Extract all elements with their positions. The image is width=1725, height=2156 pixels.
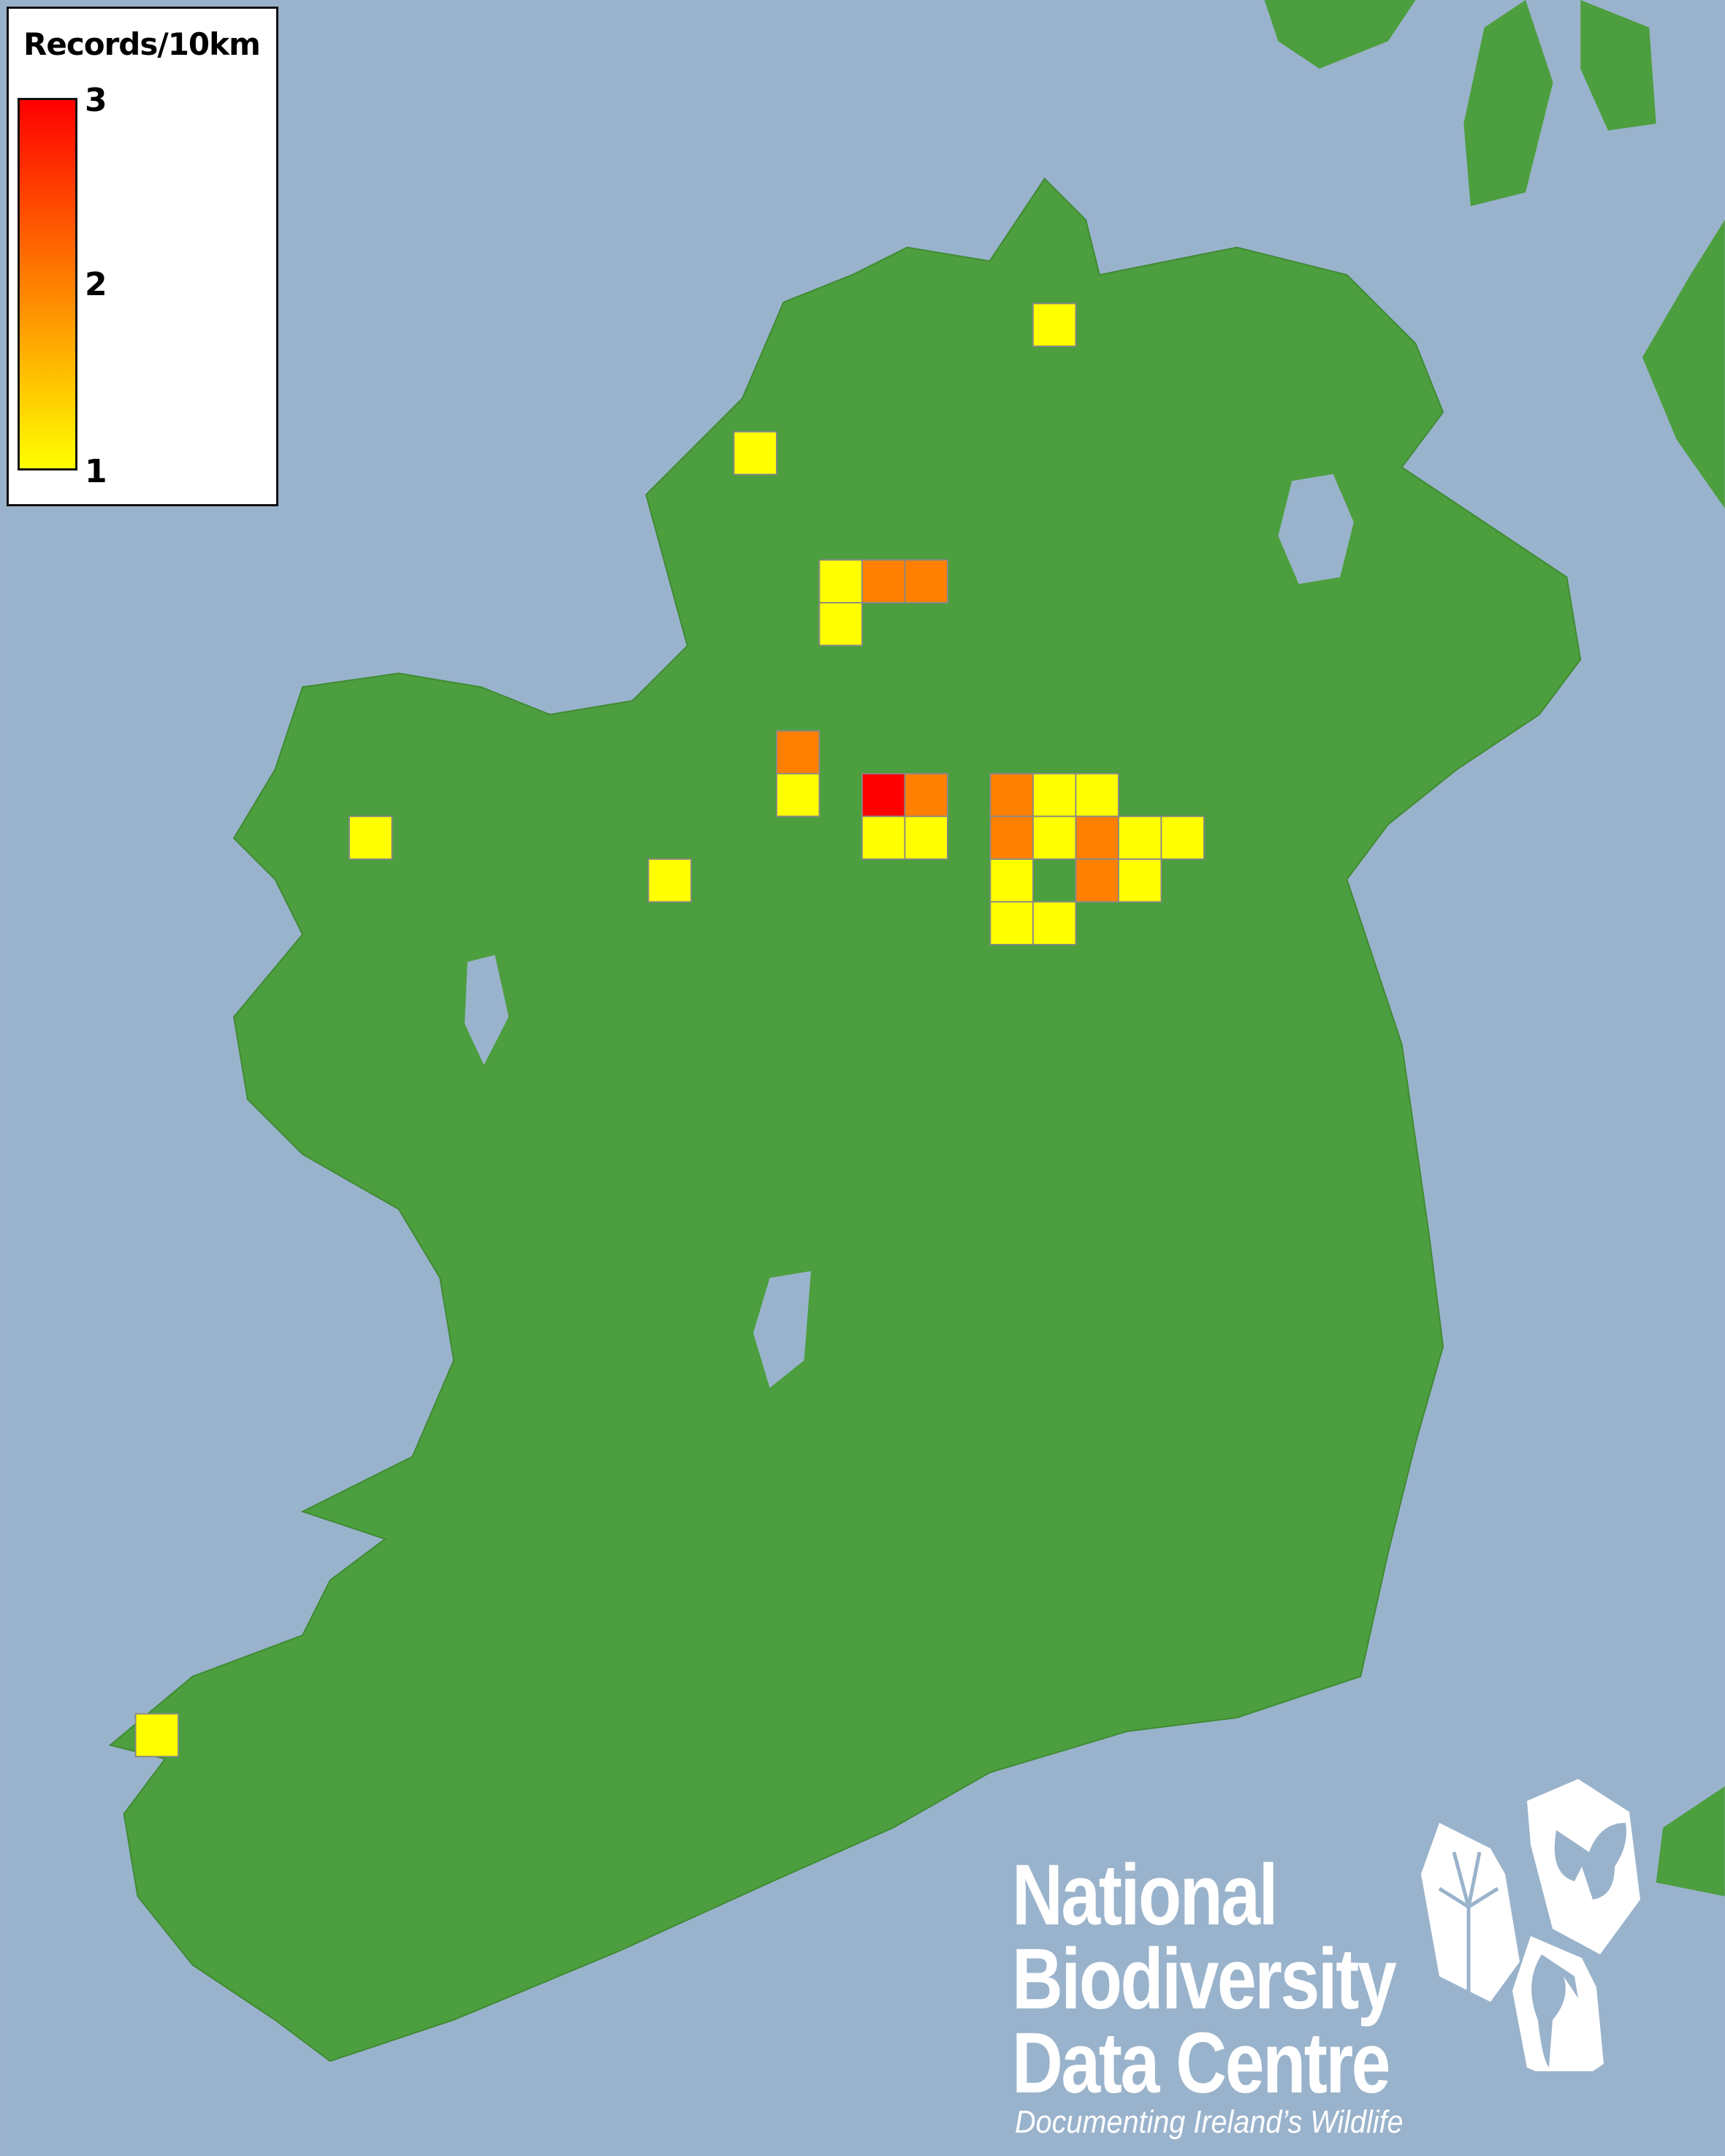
legend-tick-max: 3 xyxy=(85,82,107,119)
record-square xyxy=(1032,302,1077,347)
record-square xyxy=(904,772,948,818)
logo-line-2: Biodiversity xyxy=(1012,1931,1397,2027)
seahorse-icon xyxy=(1512,1936,1604,2071)
record-square xyxy=(989,901,1034,945)
tree-icon xyxy=(1421,1823,1520,2002)
record-square xyxy=(134,1713,179,1758)
record-square xyxy=(1032,772,1077,818)
records-layer xyxy=(134,302,1205,1758)
logo-line-3: Data Centre xyxy=(1012,2015,1390,2111)
lough-corrib xyxy=(465,955,509,1065)
record-square xyxy=(861,772,906,818)
scotland-island xyxy=(1580,0,1656,131)
scotland-coast xyxy=(1642,219,1725,508)
record-square xyxy=(1160,815,1205,860)
scotland-landmass xyxy=(1264,0,1416,69)
butterfly-icon xyxy=(1527,1779,1640,1954)
record-square xyxy=(776,772,820,818)
legend-tick-min: 1 xyxy=(85,453,107,490)
record-square xyxy=(989,815,1034,860)
isle-of-man xyxy=(1656,1786,1725,1897)
record-square xyxy=(861,815,906,860)
legend: Records/10km 3 2 1 xyxy=(7,7,278,506)
record-square xyxy=(1032,901,1077,945)
lough-derg xyxy=(753,1271,811,1388)
record-square xyxy=(776,730,820,774)
logo-hexagons xyxy=(1421,1779,1640,2071)
record-square xyxy=(818,559,863,603)
record-square xyxy=(861,559,906,603)
legend-title: Records/10km xyxy=(23,26,261,62)
record-square xyxy=(904,559,948,603)
lough-neagh xyxy=(1278,473,1354,584)
legend-color-bar xyxy=(18,98,77,471)
record-square xyxy=(1075,815,1119,860)
record-square xyxy=(1032,815,1077,860)
logo-line-1: National xyxy=(1012,1847,1278,1943)
nbdc-logo: National Biodiversity Data Centre Docume… xyxy=(1012,1764,1669,2144)
record-square xyxy=(1117,858,1162,903)
logo-tagline: Documenting Ireland’s Wildlife xyxy=(1015,2104,1404,2140)
legend-tick-mid: 2 xyxy=(85,266,107,303)
scotland-island xyxy=(1463,0,1553,207)
record-square xyxy=(349,815,393,860)
record-square xyxy=(647,858,692,903)
record-square xyxy=(989,772,1034,818)
ireland-landmass xyxy=(108,178,1582,2062)
record-square xyxy=(1075,858,1119,903)
record-square xyxy=(904,815,948,860)
record-square xyxy=(1117,815,1162,860)
record-square xyxy=(733,431,777,476)
record-square xyxy=(1075,772,1119,818)
record-square xyxy=(989,858,1034,903)
record-square xyxy=(818,601,863,647)
